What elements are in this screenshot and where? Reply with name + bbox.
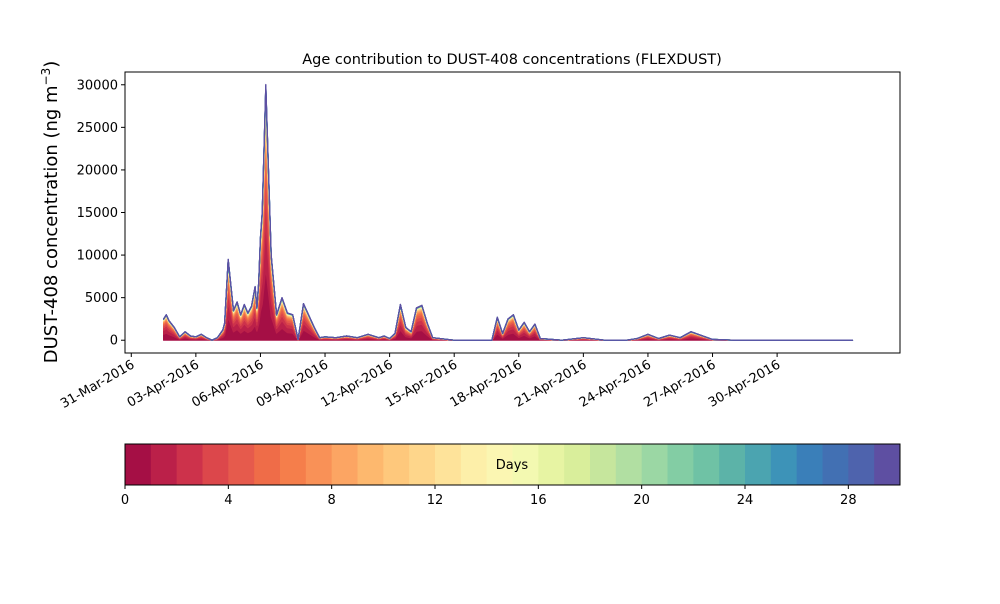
colorbar-bin-24 <box>745 444 772 485</box>
x-tick-label: 09-Apr-2016 <box>254 357 331 410</box>
colorbar-tick-label: 20 <box>633 493 650 508</box>
y-tick-label: 15000 <box>77 206 118 221</box>
colorbar-bin-17 <box>564 444 591 485</box>
x-tick-label: 12-Apr-2016 <box>318 357 395 410</box>
colorbar-label: Days <box>496 458 529 473</box>
colorbar-bin-25 <box>770 444 798 485</box>
x-tick-label: 03-Apr-2016 <box>125 357 202 410</box>
y-tick-label: 10000 <box>77 249 118 264</box>
x-tick-label: 06-Apr-2016 <box>189 357 266 410</box>
x-tick-label: 18-Apr-2016 <box>448 357 525 410</box>
colorbar-tick-label: 0 <box>121 493 129 508</box>
colorbar-ticks: 0 4 8 12 16 20 24 28 <box>121 485 857 508</box>
colorbar-bin-6 <box>280 444 307 485</box>
y-tick-label: 5000 <box>85 291 118 306</box>
colorbar-bin-29 <box>874 444 901 485</box>
y-tick-label: 25000 <box>77 121 118 136</box>
colorbar-bin-1 <box>150 444 178 485</box>
colorbar-bin-26 <box>796 444 823 485</box>
colorbar-bin-11 <box>409 444 436 485</box>
x-tick-label: 24-Apr-2016 <box>577 357 654 410</box>
colorbar-bin-13 <box>460 444 488 485</box>
y-axis-ticks: 0 5000 10000 15000 20000 25000 30000 <box>77 78 125 349</box>
plot-frame <box>124 71 901 354</box>
colorbar <box>125 444 901 485</box>
colorbar-bin-19 <box>615 444 643 485</box>
colorbar-tick-label: 16 <box>530 493 547 508</box>
x-tick-label: 30-Apr-2016 <box>706 357 783 410</box>
colorbar-bin-4 <box>228 444 255 485</box>
colorbar-bin-2 <box>176 444 203 485</box>
y-tick-label: 0 <box>110 334 118 349</box>
colorbar-bin-12 <box>435 444 462 485</box>
colorbar-bin-9 <box>357 444 384 485</box>
colorbar-bin-10 <box>383 444 410 485</box>
colorbar-bin-16 <box>538 444 565 485</box>
colorbar-bin-20 <box>641 444 668 485</box>
colorbar-tick-label: 12 <box>427 493 444 508</box>
x-tick-label: 27-Apr-2016 <box>641 357 718 410</box>
x-tick-label: 31-Mar-2016 <box>58 357 137 411</box>
x-axis-ticks: 31-Mar-201603-Apr-201606-Apr-201609-Apr-… <box>58 353 783 412</box>
colorbar-bin-7 <box>305 444 333 485</box>
colorbar-bin-18 <box>590 444 617 485</box>
colorbar-bin-23 <box>719 444 746 485</box>
colorbar-tick-label: 8 <box>328 493 336 508</box>
x-tick-label: 21-Apr-2016 <box>512 357 589 410</box>
y-tick-label: 20000 <box>77 163 118 178</box>
y-axis-label-exponent: −3 <box>39 68 53 86</box>
colorbar-bin-14 <box>486 444 513 485</box>
y-axis-label-close: ) <box>41 61 62 68</box>
colorbar-bin-28 <box>848 444 875 485</box>
colorbar-frame <box>124 443 901 486</box>
y-tick-label: 30000 <box>77 78 118 93</box>
colorbar-bin-27 <box>822 444 849 485</box>
colorbar-tick-label: 24 <box>737 493 754 508</box>
colorbar-bin-3 <box>202 444 229 485</box>
age-area-29-30-days <box>163 83 854 341</box>
chart-title: Age contribution to DUST-408 concentrati… <box>302 52 722 68</box>
colorbar-bin-15 <box>512 444 539 485</box>
y-axis-label: DUST-408 concentration (ng m−3) <box>39 61 62 364</box>
colorbar-tick-label: 4 <box>224 493 232 508</box>
x-tick-label: 15-Apr-2016 <box>383 357 460 410</box>
colorbar-bin-8 <box>331 444 358 485</box>
colorbar-bin-22 <box>693 444 720 485</box>
colorbar-tick-label: 28 <box>840 493 857 508</box>
colorbar-bin-21 <box>667 444 694 485</box>
colorbar-bin-0 <box>125 444 152 485</box>
stacked-age-areas <box>163 83 854 341</box>
colorbar-bin-5 <box>254 444 281 485</box>
y-axis-label-main: DUST-408 concentration (ng m <box>41 85 62 363</box>
